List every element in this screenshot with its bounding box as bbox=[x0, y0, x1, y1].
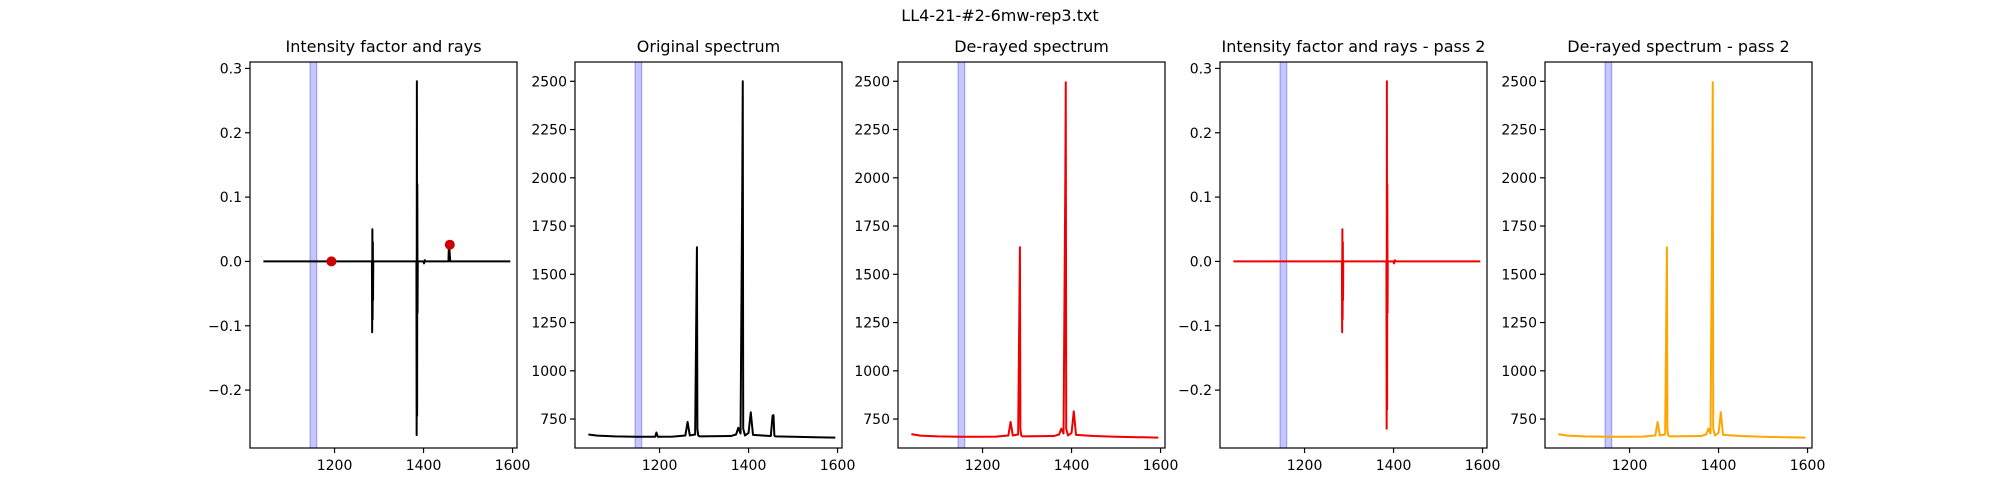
y-tick-label: −0.2 bbox=[1178, 383, 1212, 399]
x-tick-label: 1600 bbox=[1465, 458, 1501, 474]
y-tick-label: 1500 bbox=[854, 267, 890, 283]
axes-frame bbox=[1219, 61, 1488, 449]
subplot-title: De-rayed spectrum - pass 2 bbox=[1567, 37, 1789, 56]
x-tick-label: 1200 bbox=[1287, 458, 1323, 474]
x-tick-label: 1200 bbox=[1612, 458, 1648, 474]
subplot-4: 1200 1400 1600 −0.2 −0.1 0.0 0.1 0.2 0.3 Intensit… bbox=[1178, 37, 1500, 474]
y-tick-label: 2000 bbox=[854, 171, 890, 187]
highlight-band bbox=[309, 61, 318, 449]
y-tick-label: 2500 bbox=[531, 74, 567, 90]
figure-title: LL4-21-#2-6mw-rep3.txt bbox=[901, 6, 1099, 25]
axes-frame bbox=[574, 61, 843, 449]
subplot-3: 1200 1400 1600 750 1000 1250 1500 1750 2000 2250 2… bbox=[854, 37, 1178, 474]
y-tick-label: −0.1 bbox=[208, 319, 242, 335]
y-tick-label: 750 bbox=[1510, 412, 1537, 428]
x-tick-label: 1600 bbox=[495, 458, 531, 474]
x-tick-label: 1400 bbox=[1376, 458, 1412, 474]
x-tick-label: 1200 bbox=[642, 458, 678, 474]
axes-frame bbox=[1544, 61, 1813, 449]
y-tick-label: 1250 bbox=[1501, 316, 1537, 332]
y-tick-label: 1250 bbox=[531, 316, 567, 332]
x-tick-label: 1400 bbox=[406, 458, 442, 474]
subplot-title: Intensity factor and rays bbox=[285, 37, 481, 56]
y-tick-label: −0.1 bbox=[1178, 319, 1212, 335]
y-tick-label: 0.2 bbox=[1190, 126, 1212, 142]
y-tick-label: 750 bbox=[863, 412, 890, 428]
series-line-1 bbox=[911, 81, 1159, 439]
y-tick-label: 2000 bbox=[531, 171, 567, 187]
highlight-band bbox=[957, 61, 966, 449]
x-tick-label: 1600 bbox=[1790, 458, 1826, 474]
ray-point-2 bbox=[444, 239, 455, 250]
y-tick-label: 0.0 bbox=[220, 254, 242, 270]
series-line-1 bbox=[588, 80, 836, 439]
axes-frame bbox=[249, 61, 518, 449]
y-tick-label: 1000 bbox=[1501, 364, 1537, 380]
axes-frame bbox=[897, 61, 1166, 449]
x-tick-label: 1400 bbox=[1701, 458, 1737, 474]
x-tick-label: 1400 bbox=[1054, 458, 1090, 474]
ray-point-1 bbox=[326, 256, 337, 267]
subplot-1: 1200 1400 1600 −0.2 −0.1 0.0 0.1 0.2 0.3 Intensit… bbox=[208, 37, 530, 474]
subplot-title: Intensity factor and rays - pass 2 bbox=[1222, 37, 1486, 56]
y-tick-label: 0.3 bbox=[1190, 61, 1212, 77]
y-tick-label: 2500 bbox=[854, 74, 890, 90]
highlight-band bbox=[1604, 61, 1613, 449]
highlight-band bbox=[634, 61, 643, 449]
y-tick-label: 2250 bbox=[854, 123, 890, 139]
y-tick-label: 2250 bbox=[531, 123, 567, 139]
y-tick-label: 0.3 bbox=[220, 61, 242, 77]
y-tick-label: 0.1 bbox=[220, 190, 242, 206]
y-tick-label: 1750 bbox=[854, 219, 890, 235]
y-tick-label: 1750 bbox=[1501, 219, 1537, 235]
x-tick-label: 1600 bbox=[820, 458, 856, 474]
subplot-5: 1200 1400 1600 750 1000 1250 1500 1750 2000 2250 2… bbox=[1501, 37, 1825, 474]
y-tick-label: 1500 bbox=[531, 267, 567, 283]
series-line-1 bbox=[263, 80, 511, 437]
subplot-2: 1200 1400 1600 750 1000 1250 1500 1750 2000 2250 2… bbox=[531, 37, 855, 474]
x-tick-label: 1400 bbox=[731, 458, 767, 474]
y-tick-label: 0.2 bbox=[220, 126, 242, 142]
y-tick-label: 2000 bbox=[1501, 171, 1537, 187]
y-tick-label: 2500 bbox=[1501, 74, 1537, 90]
x-tick-label: 1200 bbox=[317, 458, 353, 474]
y-tick-label: −0.2 bbox=[208, 383, 242, 399]
subplot-title: Original spectrum bbox=[637, 37, 780, 56]
series-line-1 bbox=[1233, 80, 1481, 430]
highlight-band bbox=[1279, 61, 1288, 449]
y-tick-label: 1000 bbox=[531, 364, 567, 380]
y-tick-label: 750 bbox=[540, 412, 567, 428]
subplot-title: De-rayed spectrum bbox=[954, 37, 1109, 56]
y-tick-label: 0.0 bbox=[1190, 254, 1212, 270]
y-tick-label: 2250 bbox=[1501, 123, 1537, 139]
y-tick-label: 0.1 bbox=[1190, 190, 1212, 206]
y-tick-label: 1250 bbox=[854, 316, 890, 332]
y-tick-label: 1500 bbox=[1501, 267, 1537, 283]
y-tick-label: 1000 bbox=[854, 364, 890, 380]
y-tick-label: 1750 bbox=[531, 219, 567, 235]
x-tick-label: 1200 bbox=[965, 458, 1001, 474]
x-tick-label: 1600 bbox=[1143, 458, 1179, 474]
series-line-1 bbox=[1558, 81, 1806, 439]
